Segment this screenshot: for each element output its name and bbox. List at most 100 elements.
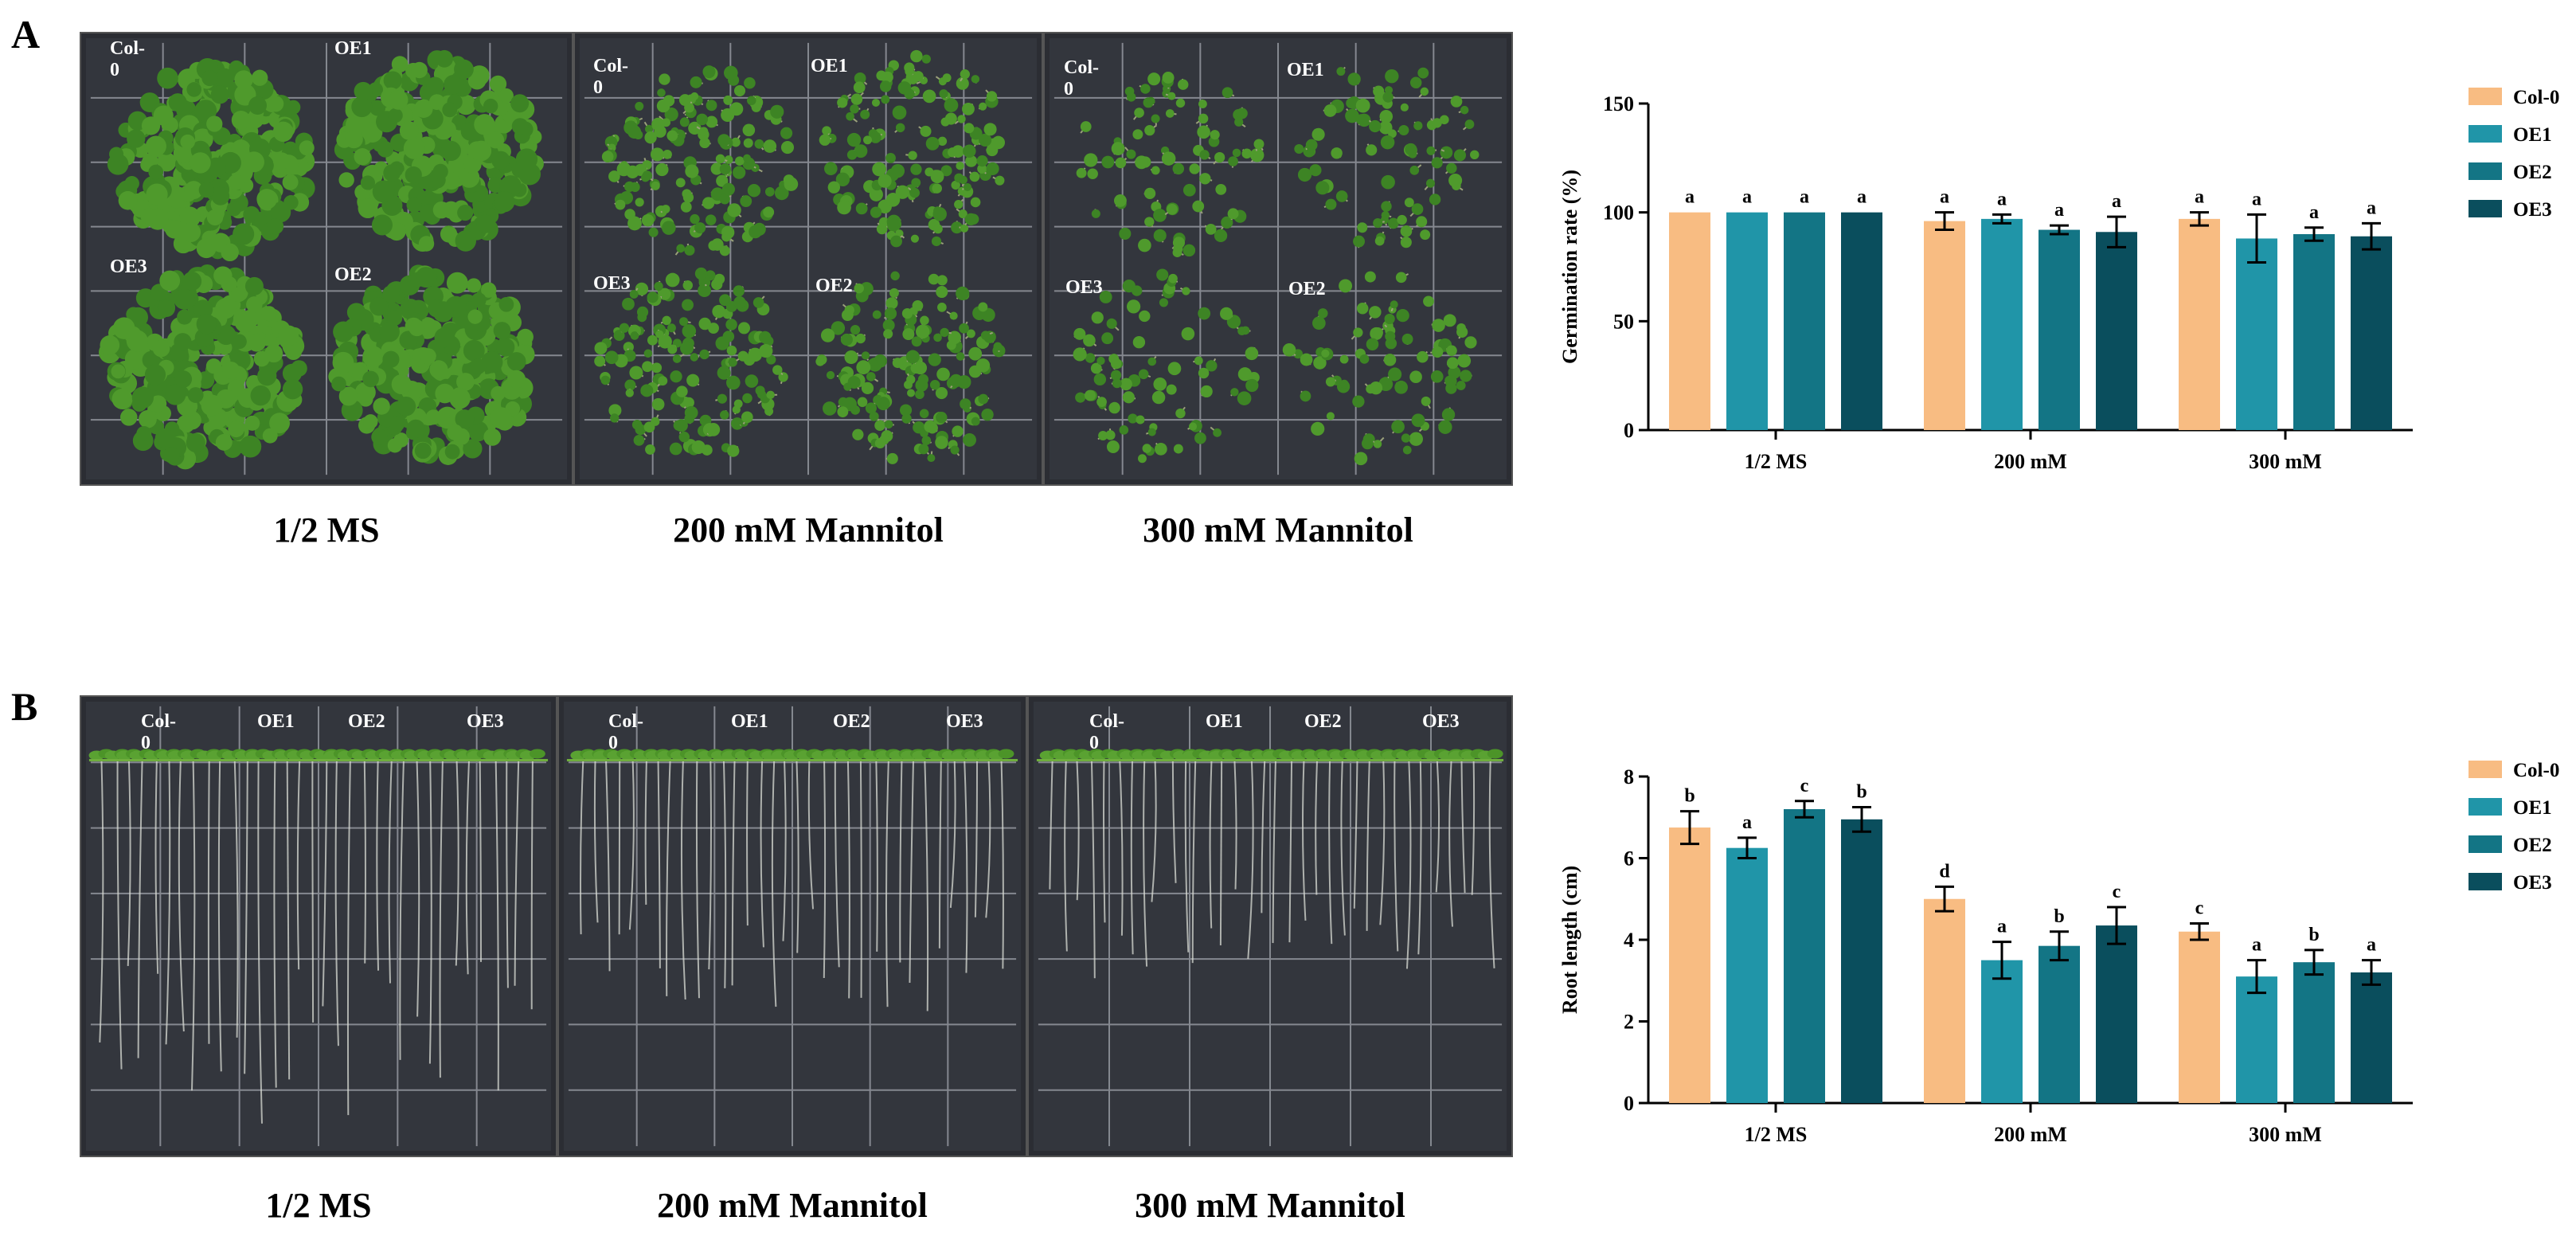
error-bar — [1992, 213, 2011, 225]
plate-label: OE2 — [334, 264, 372, 285]
significance-letter: a — [2252, 189, 2261, 209]
significance-letter: c — [1800, 776, 1809, 796]
error-bar — [2050, 930, 2069, 962]
bar — [1981, 960, 2023, 1103]
significance-letter: b — [1684, 786, 1695, 807]
x-tick-label: 200 mM — [1994, 450, 2067, 473]
y-tick-label: 6 — [1624, 847, 1634, 870]
y-tick-label: 2 — [1624, 1011, 1634, 1034]
significance-letter: b — [2054, 906, 2064, 927]
germination-plate-image — [81, 33, 572, 484]
bar — [2236, 238, 2277, 430]
bar — [1841, 212, 1882, 430]
error-bar — [1992, 941, 2011, 980]
root-plate-image — [81, 697, 556, 1156]
plate-b-300mm — [1027, 695, 1513, 1157]
germination-rate-chart: Germination rate (%) 0 50 100 150 1/2 MS a a a a 2… — [1558, 87, 2559, 473]
y-axis-label: Germination rate (%) — [1558, 170, 1581, 364]
y-tick-label: 0 — [1624, 1092, 1634, 1115]
legend-swatch — [2469, 835, 2502, 853]
legend-label: Col-0 — [2513, 760, 2559, 781]
bar — [1924, 221, 1965, 430]
bar — [2179, 931, 2220, 1103]
bar — [2179, 218, 2220, 430]
plate-a-200mm — [573, 32, 1043, 486]
error-bar — [2362, 221, 2381, 251]
error-bar — [2304, 226, 2324, 242]
bar — [2293, 234, 2335, 430]
significance-letter: a — [1997, 917, 2007, 937]
legend-label: Col-0 — [2513, 87, 2559, 108]
legend-swatch — [2469, 88, 2502, 105]
caption-b-200mm: 200 mM Mannitol — [657, 1186, 928, 1225]
plate-label: OE2 — [815, 276, 853, 296]
error-bar — [1680, 810, 1699, 846]
root-plate-image — [1029, 697, 1511, 1156]
error-bar — [1935, 885, 1954, 913]
plate-b-200mm — [557, 695, 1027, 1157]
plate-a-300mm — [1043, 32, 1513, 486]
legend-label: OE3 — [2513, 872, 2552, 894]
y-tick-label: 150 — [1603, 92, 1634, 115]
significance-letter: a — [2367, 198, 2376, 218]
legend-label: OE1 — [2513, 124, 2552, 146]
plate-label: OE1 — [811, 56, 848, 76]
plate-label: Col-0 — [593, 56, 628, 98]
error-bar — [2190, 922, 2209, 941]
error-bar — [2304, 949, 2324, 976]
bar — [2039, 229, 2080, 430]
plate-label: Col-0 — [608, 711, 643, 753]
y-tick-label: 4 — [1624, 929, 1634, 952]
plate-label: OE2 — [833, 711, 870, 732]
bar — [1669, 827, 1710, 1103]
bar — [1669, 212, 1710, 430]
bar — [1726, 212, 1768, 430]
germination-plate-image — [1045, 33, 1511, 484]
legend-label: OE2 — [2513, 835, 2552, 856]
legend-swatch — [2469, 798, 2502, 816]
legend-label: OE3 — [2513, 199, 2552, 221]
caption-a-300mm: 300 mM Mannitol — [1143, 511, 1413, 550]
plate-label: OE3 — [467, 711, 504, 732]
plate-label: OE3 — [1422, 711, 1460, 732]
plate-label: OE2 — [1304, 711, 1342, 732]
caption-a-200mm: 200 mM Mannitol — [673, 511, 944, 550]
significance-letter: a — [2309, 202, 2319, 223]
bar — [2039, 945, 2080, 1103]
legend-label: OE1 — [2513, 797, 2552, 819]
plate-label: Col-0 — [1064, 57, 1099, 100]
error-bar — [2362, 959, 2381, 986]
legend-swatch — [2469, 761, 2502, 778]
x-tick-label: 1/2 MS — [1745, 450, 1808, 473]
y-axis-label: Root length (cm) — [1558, 866, 1581, 1014]
bar — [1981, 218, 2023, 430]
significance-letter: a — [1800, 187, 1809, 208]
plate-label: OE3 — [593, 273, 631, 294]
bar — [1841, 819, 1882, 1103]
significance-letter: d — [1939, 861, 1950, 882]
error-bar — [1738, 836, 1757, 859]
root-plate-image — [559, 697, 1026, 1156]
bar — [2351, 972, 2392, 1103]
plate-label: Col-0 — [141, 711, 176, 753]
y-tick-label: 50 — [1613, 310, 1634, 333]
significance-letter: a — [1857, 187, 1867, 208]
significance-letter: a — [2367, 935, 2376, 956]
bar — [2293, 962, 2335, 1103]
bar — [1924, 898, 1965, 1103]
y-tick-label: 100 — [1603, 201, 1634, 225]
x-tick-label: 200 mM — [1994, 1123, 2067, 1146]
x-tick-label: 1/2 MS — [1745, 1123, 1808, 1146]
bar — [2236, 976, 2277, 1103]
panel-b-photos — [80, 695, 1513, 1157]
significance-letter: a — [1742, 812, 1752, 833]
plate-label: OE1 — [257, 711, 295, 732]
error-bar — [2190, 211, 2209, 227]
plate-label: OE3 — [1065, 277, 1103, 298]
bar — [2096, 925, 2137, 1103]
y-tick-label: 0 — [1624, 419, 1634, 442]
germination-plate-image — [575, 33, 1042, 484]
significance-letter: a — [2252, 935, 2261, 956]
significance-letter: b — [2308, 925, 2319, 945]
plate-label: OE3 — [946, 711, 983, 732]
